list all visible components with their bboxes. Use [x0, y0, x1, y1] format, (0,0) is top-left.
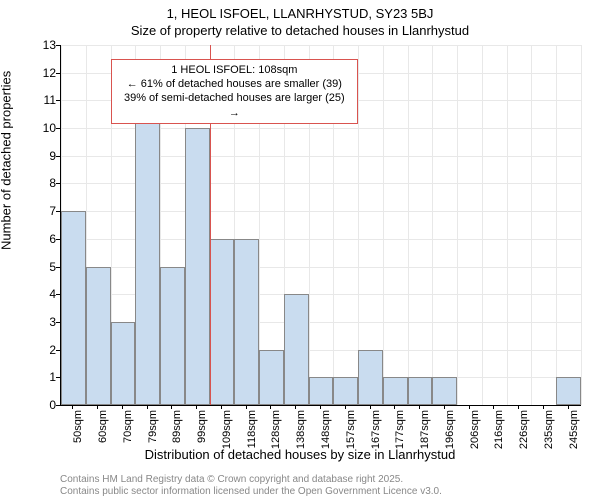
x-tick-label: 128sqm: [270, 410, 282, 450]
annotation-box: 1 HEOL ISFOEL: 108sqm← 61% of detached h…: [111, 59, 359, 124]
x-tick-label: 50sqm: [72, 410, 84, 450]
x-tick-label: 148sqm: [320, 410, 332, 450]
x-tick-label: 187sqm: [419, 410, 431, 450]
y-tick-label: 13: [38, 38, 56, 52]
y-tick-label: 7: [38, 204, 56, 218]
histogram-bar: [408, 377, 433, 405]
chart-container: 1, HEOL ISFOEL, LLANRHYSTUD, SY23 5BJ Si…: [0, 0, 600, 500]
x-tick-label: 245sqm: [568, 410, 580, 450]
y-tick-label: 3: [38, 315, 56, 329]
histogram-bar: [556, 377, 581, 405]
y-tick-label: 11: [38, 93, 56, 107]
x-tick-label: 157sqm: [345, 410, 357, 450]
x-tick-label: 167sqm: [370, 410, 382, 450]
y-tick-label: 5: [38, 260, 56, 274]
histogram-bar: [309, 377, 334, 405]
x-tick-label: 79sqm: [147, 410, 159, 450]
x-tick-label: 99sqm: [196, 410, 208, 450]
histogram-bar: [358, 350, 383, 405]
y-tick-label: 1: [38, 370, 56, 384]
y-tick-label: 9: [38, 149, 56, 163]
footer-line1: Contains HM Land Registry data © Crown c…: [60, 474, 442, 486]
x-axis-label: Distribution of detached houses by size …: [0, 447, 600, 462]
footer-line2: Contains public sector information licen…: [60, 486, 442, 498]
y-tick-label: 12: [38, 66, 56, 80]
histogram-bar: [234, 239, 259, 405]
histogram-bar: [185, 128, 210, 405]
y-tick-label: 2: [38, 343, 56, 357]
chart-title-line2: Size of property relative to detached ho…: [0, 23, 600, 38]
histogram-bar: [284, 294, 309, 405]
chart-title-line1: 1, HEOL ISFOEL, LLANRHYSTUD, SY23 5BJ: [0, 6, 600, 21]
y-tick-label: 4: [38, 287, 56, 301]
histogram-bar: [135, 100, 160, 405]
x-tick-label: 216sqm: [493, 410, 505, 450]
x-tick-label: 138sqm: [295, 410, 307, 450]
x-tick-label: 89sqm: [171, 410, 183, 450]
y-axis-label: Number of detached properties: [0, 71, 14, 250]
x-tick-label: 118sqm: [246, 410, 258, 450]
y-tick-label: 10: [38, 121, 56, 135]
histogram-bar: [333, 377, 358, 405]
histogram-bar: [160, 267, 185, 405]
histogram-bar: [383, 377, 408, 405]
footer: Contains HM Land Registry data © Crown c…: [60, 474, 442, 498]
histogram-bar: [61, 211, 86, 405]
y-tick-label: 6: [38, 232, 56, 246]
histogram-bar: [432, 377, 457, 405]
x-tick-label: 196sqm: [444, 410, 456, 450]
x-tick-label: 226sqm: [518, 410, 530, 450]
annotation-line1: 1 HEOL ISFOEL: 108sqm: [118, 63, 352, 77]
annotation-line3: 39% of semi-detached houses are larger (…: [118, 91, 352, 120]
y-tick-label: 0: [38, 398, 56, 412]
x-tick-label: 235sqm: [543, 410, 555, 450]
x-tick-label: 177sqm: [394, 410, 406, 450]
x-tick-label: 70sqm: [122, 410, 134, 450]
x-tick-label: 109sqm: [221, 410, 233, 450]
x-tick-label: 60sqm: [97, 410, 109, 450]
histogram-bar: [86, 267, 111, 405]
histogram-bar: [111, 322, 136, 405]
histogram-bar: [259, 350, 284, 405]
x-tick-label: 206sqm: [469, 410, 481, 450]
histogram-bar: [210, 239, 235, 405]
y-tick-label: 8: [38, 176, 56, 190]
annotation-line2: ← 61% of detached houses are smaller (39…: [118, 77, 352, 91]
plot-area: 1 HEOL ISFOEL: 108sqm← 61% of detached h…: [60, 45, 581, 406]
